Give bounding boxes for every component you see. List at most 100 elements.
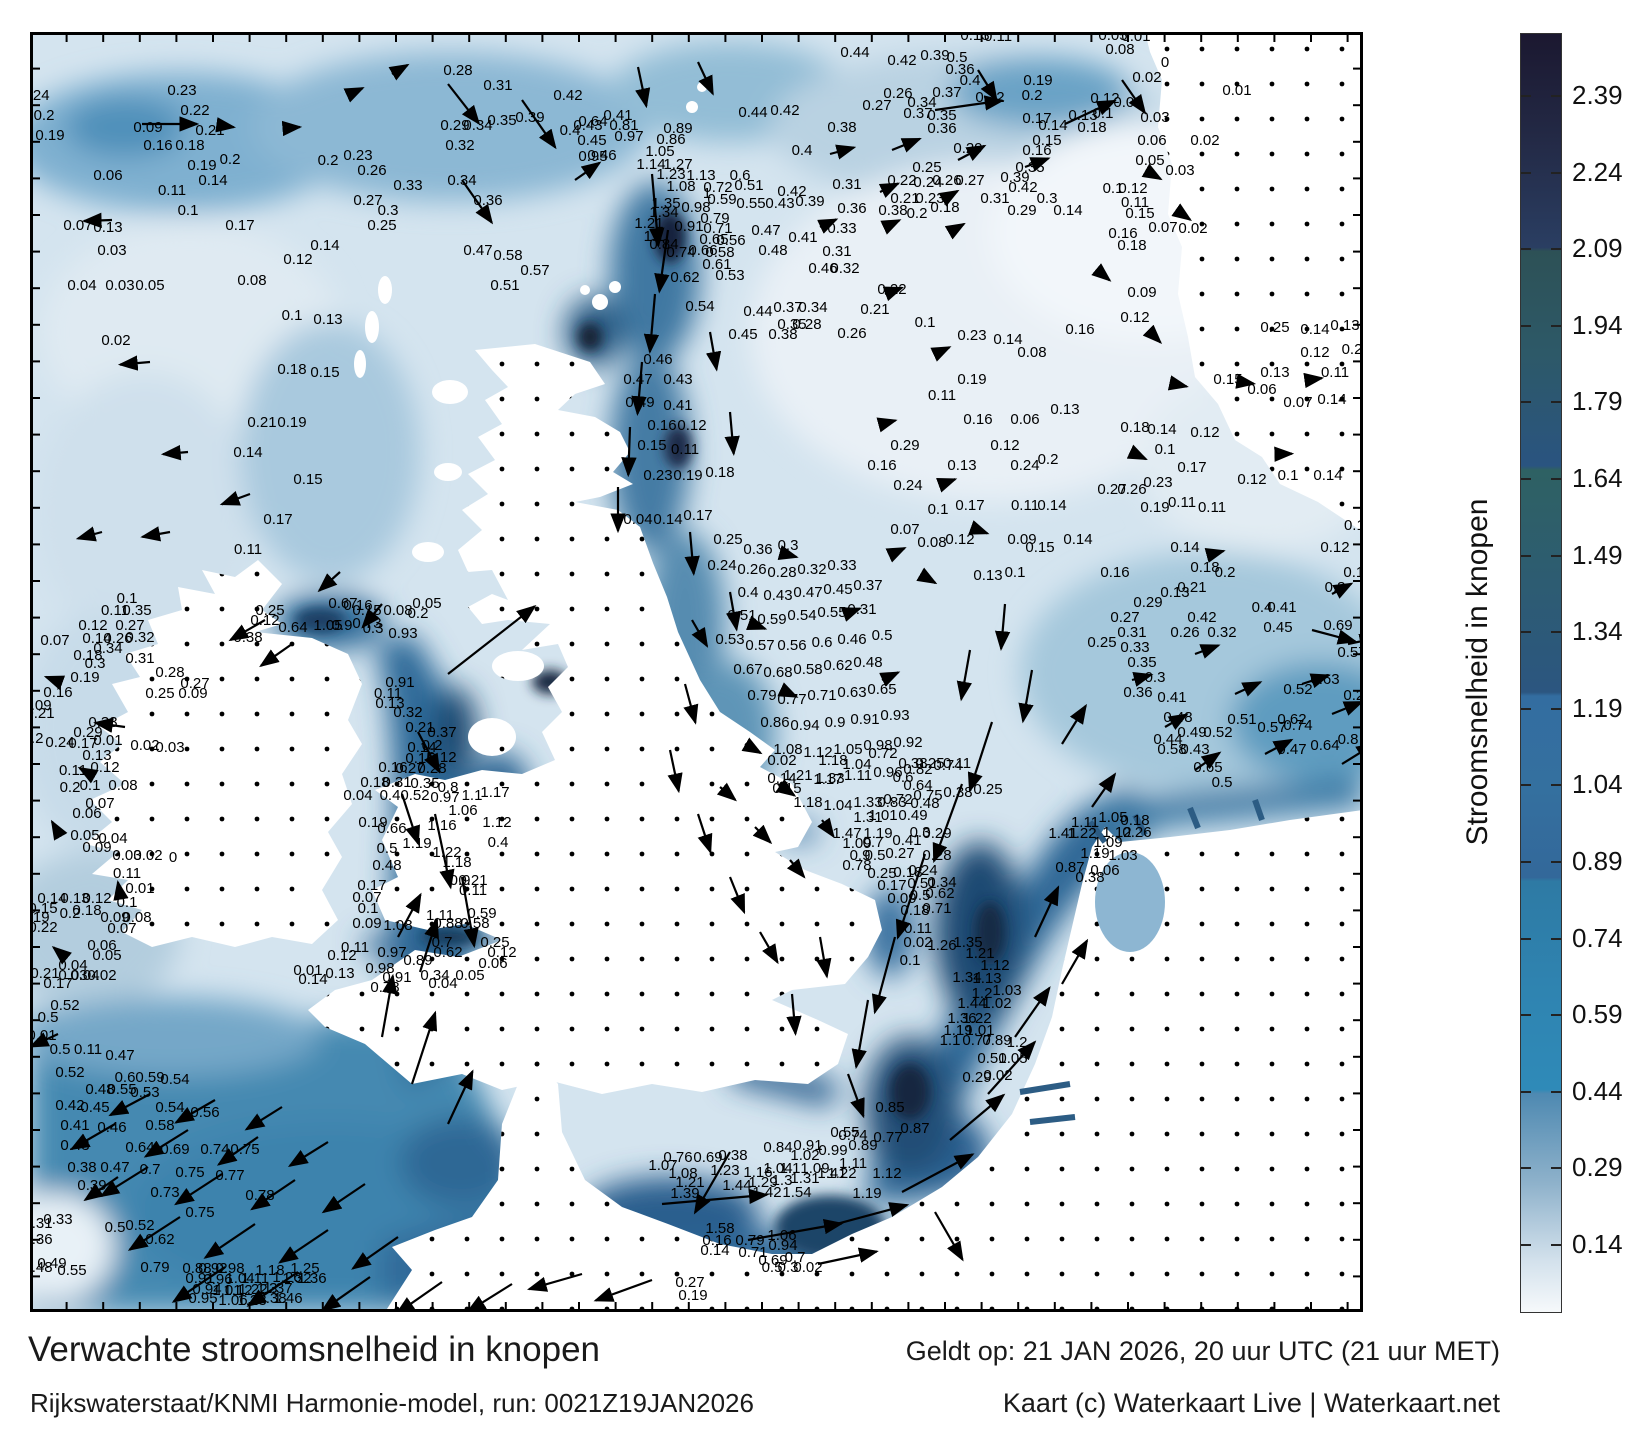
- speed-value-label: 0.39: [795, 193, 824, 210]
- speed-value-label: 0.74: [1283, 717, 1312, 734]
- speed-value-label: 0.4: [960, 72, 981, 89]
- speed-value-label: 0.2: [60, 905, 81, 922]
- speed-value-label: 1.04: [823, 797, 852, 814]
- speed-value-label: 0.72: [703, 179, 732, 196]
- speed-value-label: 0.02: [1178, 220, 1207, 237]
- speed-value-label: 1.36: [297, 1270, 326, 1287]
- current-arrow: [397, 892, 422, 938]
- speed-value-label: 0.25: [1087, 634, 1116, 651]
- speed-value-label: 0.18: [72, 902, 101, 919]
- speed-value-label: 1.14: [636, 156, 665, 173]
- speed-value-label: 0.01: [30, 1027, 57, 1044]
- speed-value-label: 0.38: [943, 784, 972, 801]
- speed-value-label: 0.86: [760, 714, 789, 731]
- speed-value-label: 1.19: [852, 1185, 881, 1202]
- speed-value-label: 0.29: [962, 1069, 991, 1086]
- frame-ticks: [32, 34, 1361, 1310]
- speed-value-label: 0.3: [85, 655, 106, 672]
- speed-value-label: 0.02: [1190, 132, 1219, 149]
- speed-value-label: 0.71: [703, 220, 732, 237]
- speed-value-label: 0.14: [298, 971, 327, 988]
- speed-value-label: 0.35: [1015, 159, 1044, 176]
- current-arrow: [321, 1183, 366, 1214]
- speed-value-label: 0.4: [380, 787, 401, 804]
- speed-value-label: 0.3: [910, 824, 931, 841]
- speed-value-label: 0.52: [50, 997, 79, 1014]
- speed-value-label: 0.37: [773, 299, 802, 316]
- speed-value-label: 0.14: [700, 1242, 729, 1259]
- current-arrow: [661, 1188, 769, 1206]
- speed-value-label: 0.26: [932, 172, 961, 189]
- speed-value-label: 1.12: [1102, 824, 1131, 841]
- speed-value-label: 0.78: [245, 1187, 274, 1204]
- speed-value-label: 0.39: [1000, 169, 1029, 186]
- speed-value-label: 0.51: [490, 277, 519, 294]
- speed-value-label: 0.74: [200, 1141, 229, 1158]
- speed-value-label: 1.02: [982, 995, 1011, 1012]
- speed-value-label: 0.49: [37, 1255, 66, 1272]
- speed-value-label: 0.74: [666, 244, 695, 261]
- speed-value-label: 0.47: [1277, 741, 1306, 758]
- speed-value-label: 0.24: [913, 174, 942, 191]
- speed-value-label: 0.34: [798, 299, 827, 316]
- speed-value-label: 0.21: [30, 965, 59, 982]
- speed-value-label: 0.13: [1330, 317, 1359, 334]
- speed-value-label: 0.91: [382, 969, 411, 986]
- speed-value-label: 1.34: [649, 204, 678, 221]
- speed-value-label: 1.07: [648, 1157, 677, 1174]
- current-arrow: [882, 286, 904, 302]
- speed-value-label: 0.22: [180, 102, 209, 119]
- speed-value-label: 0.16: [702, 1232, 731, 1249]
- speed-value-label: 0.47: [463, 242, 492, 259]
- speed-value-label: 1.19: [863, 825, 892, 842]
- speed-value-label: 0.57: [520, 262, 549, 279]
- current-arrow: [1264, 738, 1294, 755]
- speed-value-label: 0.47: [623, 371, 652, 388]
- speed-value-label: 0.25: [255, 602, 284, 619]
- colorbar-tick-label: 1.94: [1572, 309, 1623, 340]
- speed-value-label: 0.47: [100, 1159, 129, 1176]
- speed-value-label: 0.4: [560, 122, 581, 139]
- speed-value-label: 0.27: [395, 760, 424, 777]
- speed-value-label: 0.55: [736, 195, 765, 212]
- speed-value-label: 0.26: [357, 162, 386, 179]
- speed-value-label: 0.72: [868, 745, 897, 762]
- current-map: 0.240.20.190.090.230.220.210.160.180.190…: [30, 32, 1363, 1312]
- speed-value-label: 0.51: [1227, 711, 1256, 728]
- speed-value-label: 0.08: [1017, 344, 1046, 361]
- speed-value-label: 1.1: [780, 1160, 801, 1177]
- speed-value-label: 0.41: [1157, 689, 1186, 706]
- speed-value-label: 0.32: [125, 629, 154, 646]
- current-arrow: [759, 931, 779, 965]
- speed-value-label: 0.16: [343, 597, 372, 614]
- speed-value-label: 1.46: [273, 1290, 302, 1307]
- speed-value-label: 0.1: [928, 501, 949, 518]
- current-arrow: [526, 1272, 583, 1292]
- colorbar-tick-mark: [1551, 631, 1561, 634]
- speed-value-label: 0.71: [807, 687, 836, 704]
- speed-value-label: 0.12: [990, 437, 1019, 454]
- speed-value-label: 0.99: [818, 1142, 847, 1159]
- current-arrow: [693, 1151, 731, 1215]
- speed-value-label: 1.1: [940, 1032, 961, 1049]
- current-arrow: [654, 229, 670, 294]
- speed-value-label: 0.09: [178, 685, 207, 702]
- speed-value-label: 0.38: [898, 755, 927, 772]
- speed-value-label: 0.1: [1093, 105, 1114, 122]
- speed-value-label: 0.9: [450, 872, 471, 889]
- speed-value-label: 0.6: [730, 167, 751, 184]
- speed-value-label: 0.29: [1133, 594, 1162, 611]
- current-arrow: [1091, 772, 1117, 808]
- speed-value-label: 0.37: [427, 724, 456, 741]
- speed-value-label: 0.04: [98, 830, 127, 847]
- speed-value-label: 0.26: [103, 630, 132, 647]
- speed-value-label: 1.18: [255, 1262, 284, 1279]
- speed-value-label: 0.12: [945, 531, 974, 548]
- speed-value-label: 0.36: [1123, 684, 1152, 701]
- speed-value-label: 0.53: [715, 267, 744, 284]
- speed-value-label: 0.34: [907, 94, 936, 111]
- speed-value-label: 0.23: [343, 147, 372, 164]
- speed-value-label: 0.14: [1053, 202, 1082, 219]
- speed-value-label: 1.12: [980, 957, 1009, 974]
- speed-value-label: 0.29: [440, 117, 469, 134]
